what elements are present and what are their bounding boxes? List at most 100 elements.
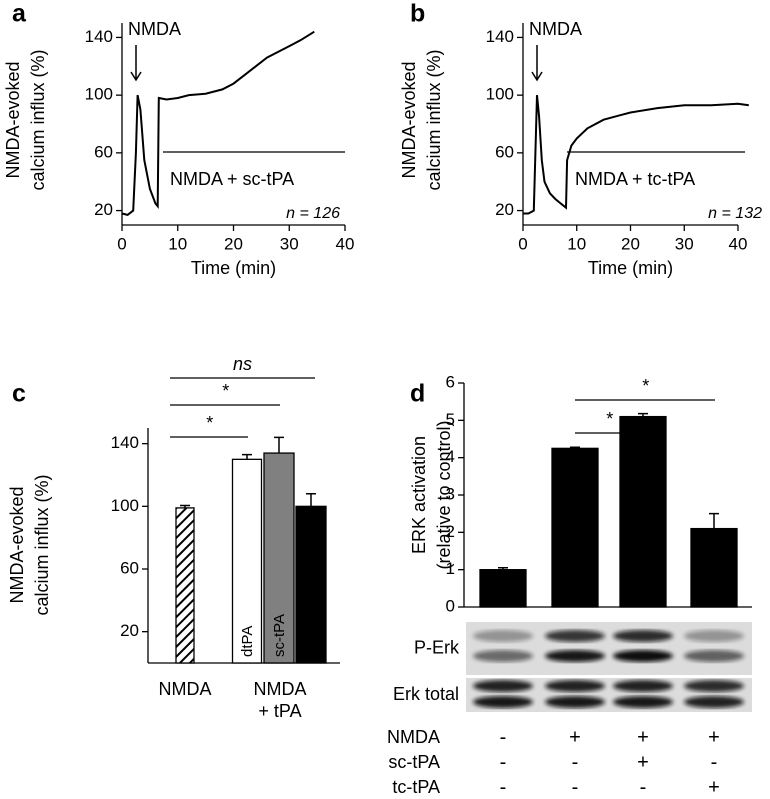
bar <box>295 505 327 664</box>
cell: - <box>572 776 579 798</box>
x-axis-label: Time (min) <box>191 258 276 278</box>
error-bar <box>638 412 648 417</box>
x-tick-label: 30 <box>280 234 299 253</box>
x-tick-label: 0 <box>518 234 527 253</box>
group-label: NMDA <box>254 679 307 699</box>
cell: - <box>711 751 718 773</box>
x-tick-label: 20 <box>224 234 243 253</box>
error-bar <box>709 512 719 529</box>
bar <box>263 452 295 664</box>
blot-band <box>684 630 744 642</box>
bar-label: sc-tPA <box>271 614 288 657</box>
error-bar <box>242 453 252 460</box>
significance-label: * <box>205 413 213 433</box>
y-tick-label: 5 <box>446 410 455 429</box>
bar-label: tc-tPA <box>303 617 320 657</box>
y-tick-label: 60 <box>94 142 113 161</box>
significance-label: ns <box>233 354 252 374</box>
y-tick-label: 100 <box>486 85 514 104</box>
y-axis-label: NMDA-evoked <box>7 486 27 603</box>
blot-band <box>684 650 744 662</box>
y-tick-label: 140 <box>486 27 514 46</box>
cell: + <box>569 726 581 748</box>
group-label: NMDA <box>159 679 212 699</box>
blot-band <box>473 650 533 662</box>
y-tick-label: 100 <box>111 496 139 515</box>
cell: + <box>637 751 649 773</box>
blot-band <box>545 696 605 708</box>
y-tick-label: 20 <box>120 621 139 640</box>
blot-band <box>473 680 533 692</box>
x-tick-label: 40 <box>729 234 748 253</box>
cell: + <box>708 726 720 748</box>
error-bar <box>274 436 284 454</box>
y-axis-label: (relative to control) <box>434 420 454 569</box>
blot-background <box>466 622 752 675</box>
y-tick-label: 140 <box>85 27 113 46</box>
cell: + <box>708 776 720 798</box>
stimulus-label: NMDA <box>128 19 181 39</box>
x-tick-label: 20 <box>621 234 640 253</box>
bar <box>551 447 599 608</box>
bar <box>690 527 738 608</box>
error-bar <box>570 446 580 449</box>
n-label: n = 132 <box>708 205 762 222</box>
y-axis-label: calcium influx (%) <box>424 49 444 190</box>
y-tick-label: 0 <box>446 596 455 615</box>
y-tick-label: 3 <box>446 484 455 503</box>
panel-letter: a <box>12 0 27 28</box>
y-tick-label: 100 <box>85 85 113 104</box>
y-axis-label: ERK activation <box>409 436 429 554</box>
bar <box>175 507 195 664</box>
cell: - <box>500 776 507 798</box>
y-axis-label: NMDA-evoked <box>399 61 419 178</box>
y-tick-label: 60 <box>120 558 139 577</box>
error-bar <box>498 567 508 570</box>
blot-band <box>545 630 605 642</box>
blot-band <box>473 696 533 708</box>
cell: - <box>572 751 579 773</box>
blot-label: Erk total <box>393 684 459 704</box>
stimulus-arrow <box>130 45 142 82</box>
y-tick-label: 140 <box>111 433 139 452</box>
cell: - <box>500 726 507 748</box>
blot-band <box>545 680 605 692</box>
panel-letter: b <box>410 0 425 28</box>
significance-label: * <box>641 376 649 396</box>
error-bar <box>180 504 190 508</box>
y-tick-label: 20 <box>495 200 514 219</box>
y-tick-label: 4 <box>446 447 455 466</box>
bar-label: dtPA <box>239 626 256 657</box>
row-label: tc-tPA <box>392 777 440 797</box>
trace <box>121 30 315 216</box>
x-tick-label: 0 <box>117 234 126 253</box>
cell: - <box>500 751 507 773</box>
y-axis-label: NMDA-evoked <box>3 61 23 178</box>
cell: + <box>637 726 649 748</box>
row-label: NMDA <box>387 727 440 747</box>
treatment-label: NMDA + sc-tPA <box>170 169 294 189</box>
bar <box>231 458 263 664</box>
blot-band <box>613 696 673 708</box>
y-tick-label: 20 <box>94 200 113 219</box>
cell: - <box>640 776 647 798</box>
n-label: n = 126 <box>286 205 340 222</box>
x-tick-label: 30 <box>675 234 694 253</box>
treatment-label: NMDA + tc-tPA <box>575 169 695 189</box>
blot-label: P-Erk <box>414 637 460 657</box>
y-tick-label: 1 <box>446 559 455 578</box>
y-axis-label: calcium influx (%) <box>28 49 48 190</box>
trace <box>523 95 749 215</box>
x-tick-label: 10 <box>567 234 586 253</box>
blot-band <box>545 650 605 662</box>
x-axis-label: Time (min) <box>588 258 673 278</box>
error-bar <box>306 493 316 507</box>
significance-label: * <box>221 381 229 401</box>
y-axis-label: calcium influx (%) <box>32 474 52 615</box>
bar <box>619 415 667 608</box>
y-tick-label: 60 <box>495 142 514 161</box>
y-tick-label: 2 <box>446 522 455 541</box>
bar <box>479 569 527 608</box>
x-tick-label: 40 <box>336 234 355 253</box>
